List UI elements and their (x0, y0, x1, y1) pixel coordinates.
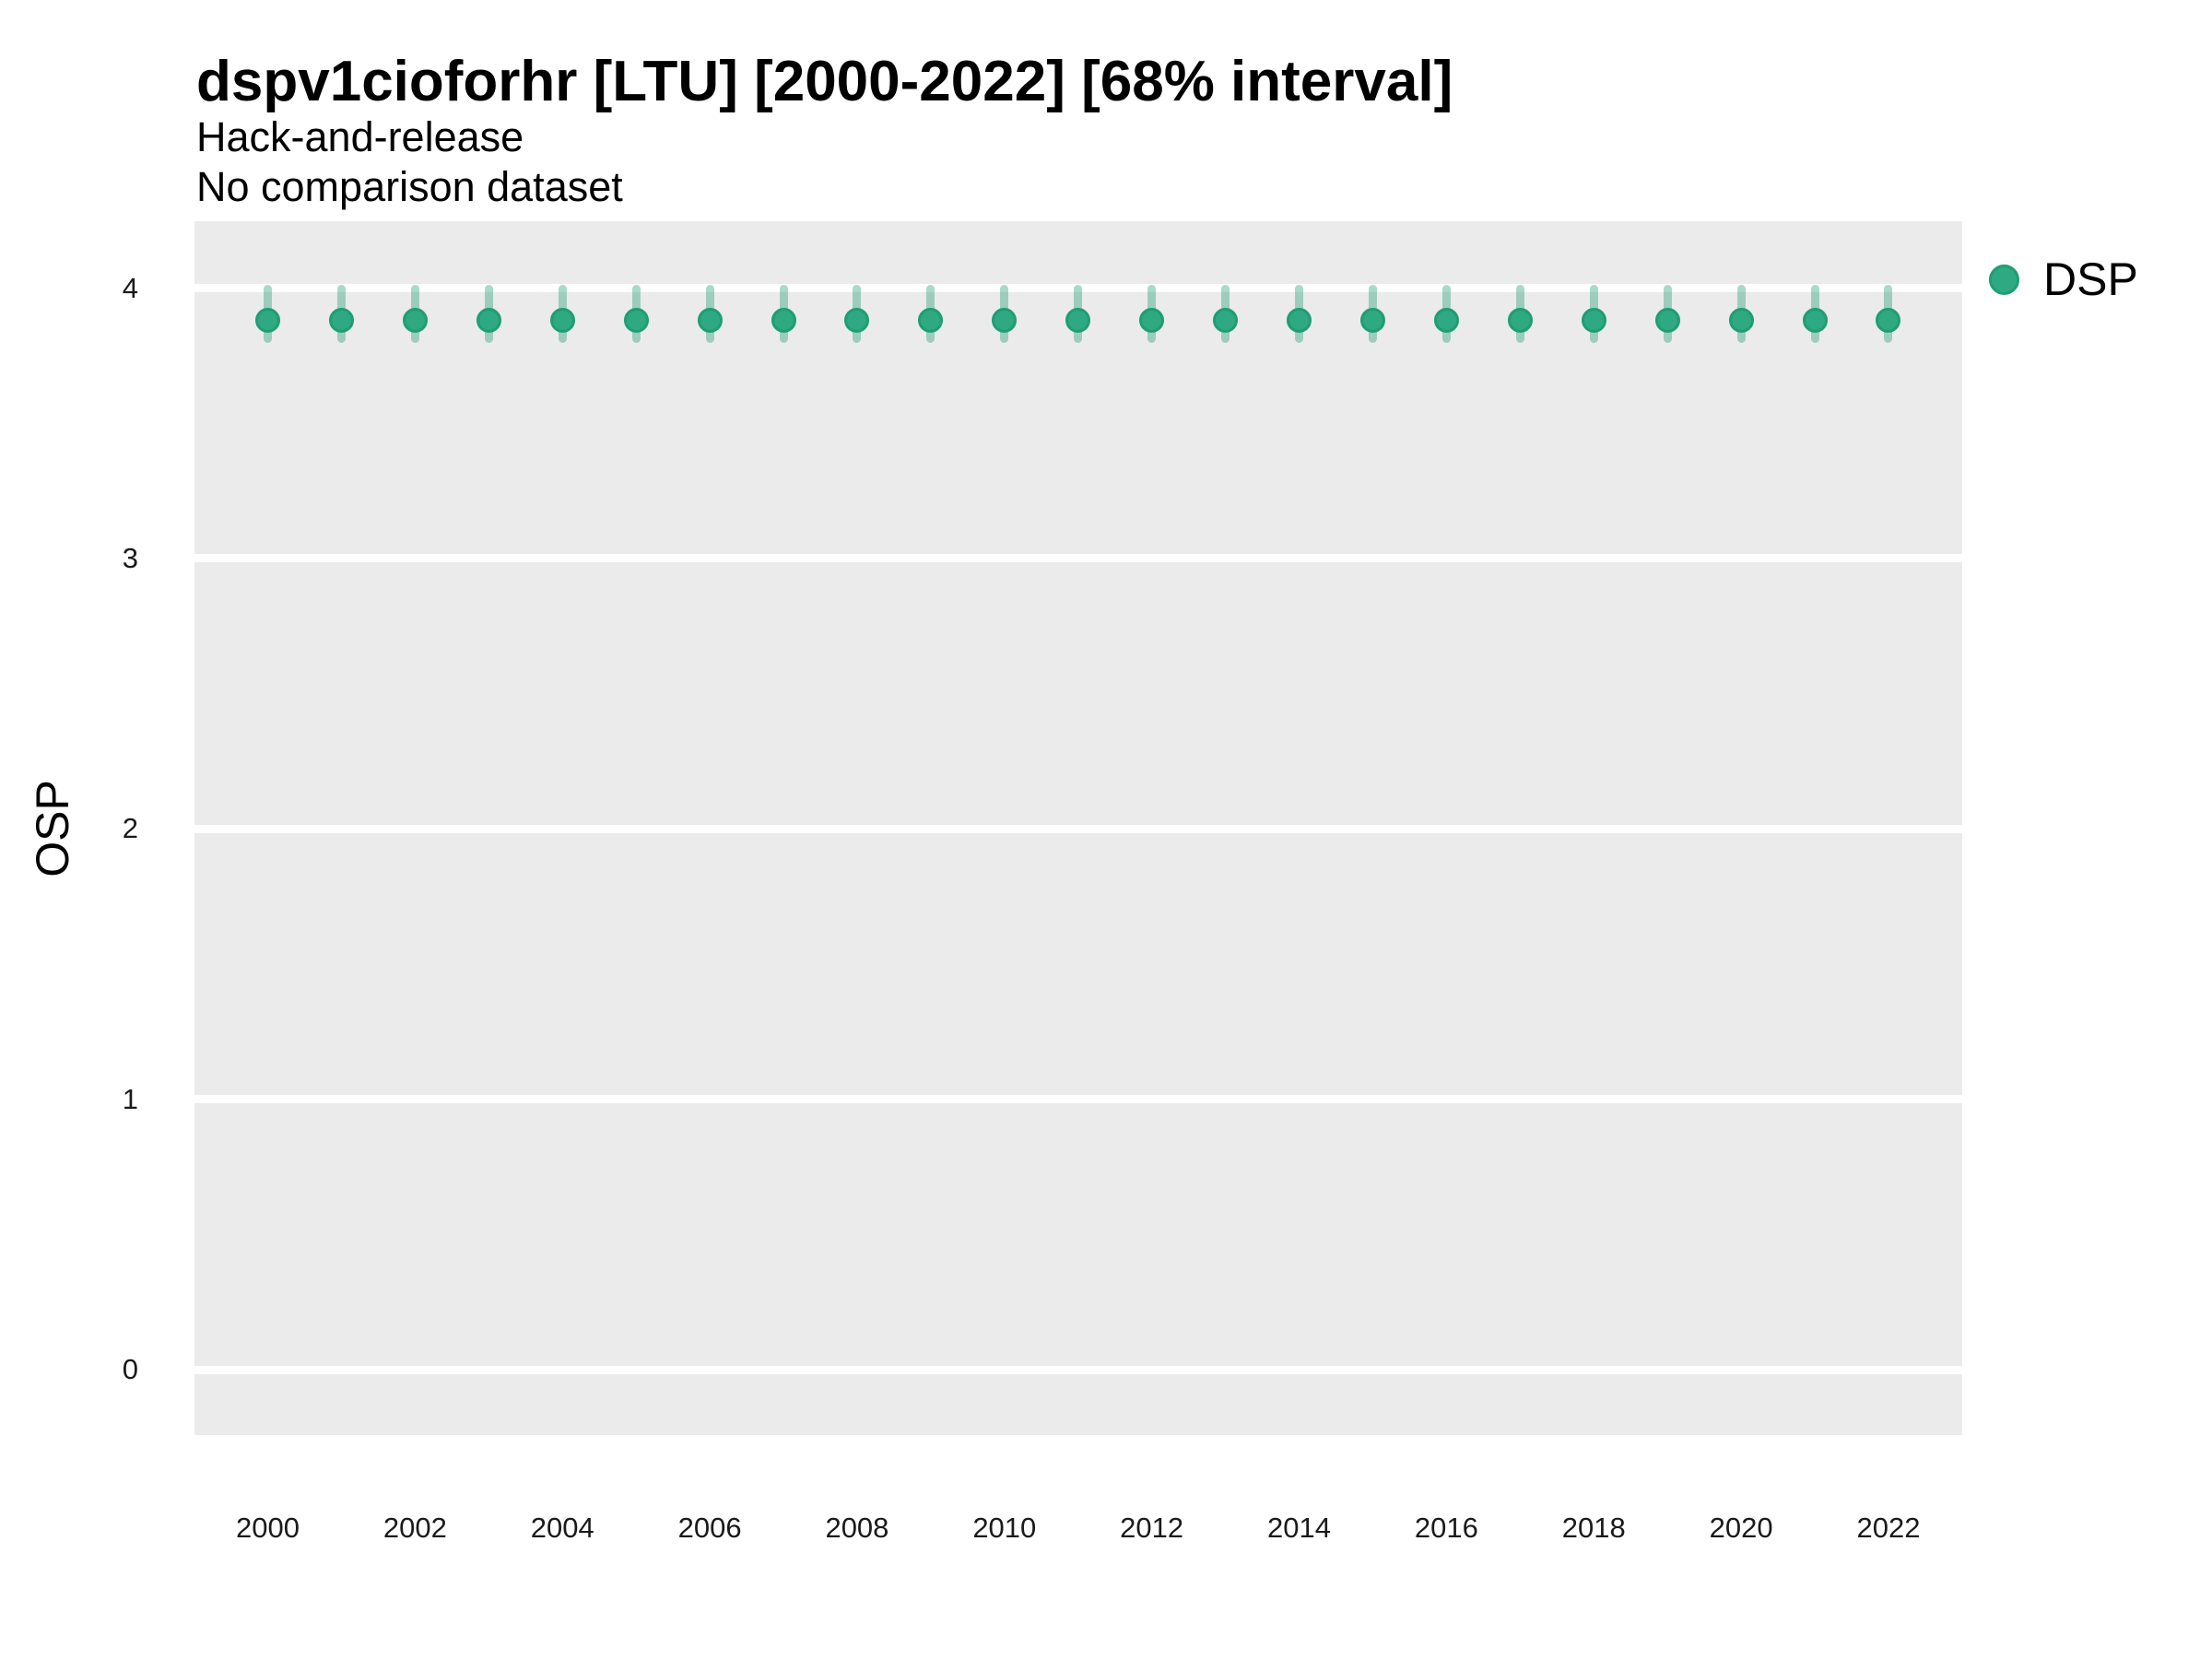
plot-panel (194, 221, 1962, 1435)
y-tick-label: 0 (122, 1353, 138, 1386)
data-point (1359, 308, 1385, 334)
data-point (549, 308, 575, 334)
data-point (1728, 308, 1754, 334)
data-point (918, 308, 944, 334)
chart-title: dspv1cioforhr [LTU] [2000-2022] [68% int… (196, 50, 1453, 113)
x-tick-label: 2000 (236, 1512, 300, 1544)
data-point (1654, 308, 1680, 334)
data-point (1139, 308, 1165, 334)
legend: DSP (1989, 256, 2138, 302)
data-point (255, 308, 280, 334)
major-gridline (194, 284, 1962, 292)
x-tick-label: 2018 (1561, 1512, 1626, 1544)
x-tick-label: 2020 (1709, 1512, 1773, 1544)
data-point (476, 308, 501, 334)
y-tick-label: 4 (122, 271, 138, 304)
legend-point-swatch-icon (1989, 264, 2019, 295)
x-tick-label: 2004 (530, 1512, 594, 1544)
x-tick-label: 2012 (1120, 1512, 1184, 1544)
legend-label: DSP (2043, 253, 2138, 305)
x-tick-label: 2008 (825, 1512, 889, 1544)
x-tick-label: 2010 (972, 1512, 1037, 1544)
data-point (1065, 308, 1091, 334)
major-gridline (194, 824, 1962, 833)
data-point (1433, 308, 1459, 334)
major-gridline (194, 554, 1962, 563)
x-tick-label: 2014 (1267, 1512, 1331, 1544)
data-point (1802, 308, 1828, 334)
data-point (1287, 308, 1312, 334)
chart-subtitle: Hack-and-release No comparison dataset (196, 112, 623, 212)
major-gridline (194, 1365, 1962, 1374)
data-point (844, 308, 870, 334)
y-tick-label: 2 (122, 812, 138, 845)
data-point (1507, 308, 1533, 334)
data-point (1876, 308, 1901, 334)
data-point (697, 308, 723, 334)
major-gridline (194, 1095, 1962, 1104)
data-point (992, 308, 1018, 334)
data-point (328, 308, 354, 334)
data-point (1213, 308, 1239, 334)
data-point (623, 308, 649, 334)
y-tick-label: 3 (122, 541, 138, 574)
data-point (771, 308, 796, 334)
x-tick-label: 2022 (1856, 1512, 1921, 1544)
x-tick-label: 2002 (382, 1512, 447, 1544)
data-point (1581, 308, 1606, 334)
chart-subtitle-line1: Hack-and-release (196, 113, 524, 160)
y-tick-label: 1 (122, 1082, 138, 1115)
data-point (402, 308, 428, 334)
x-tick-label: 2006 (677, 1512, 742, 1544)
x-tick-label: 2016 (1414, 1512, 1478, 1544)
chart-subtitle-line2: No comparison dataset (196, 163, 623, 210)
